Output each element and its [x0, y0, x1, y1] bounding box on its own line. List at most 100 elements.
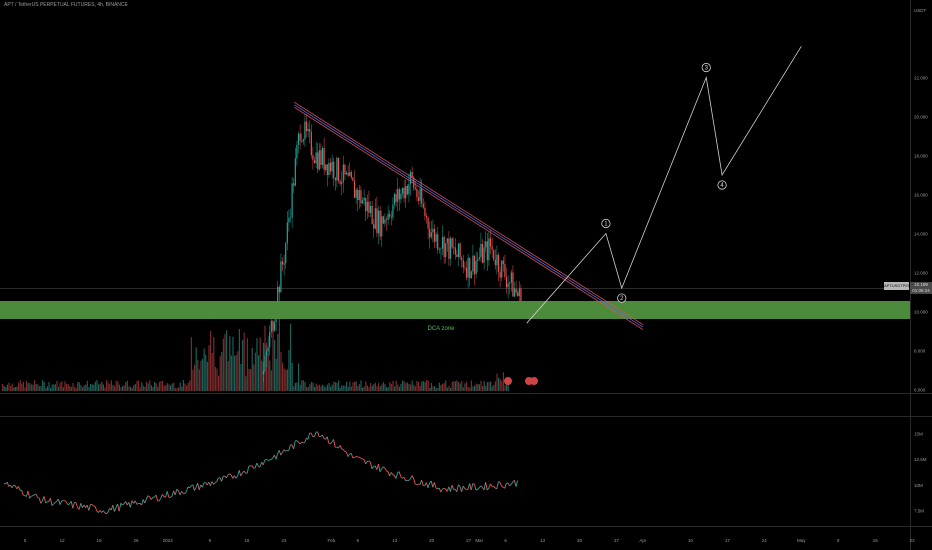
- volume-bar: [402, 380, 404, 391]
- dca-zone-box[interactable]: [0, 301, 910, 319]
- volume-bar: [219, 356, 221, 391]
- volume-bar: [243, 332, 245, 391]
- volume-bar: [245, 376, 247, 391]
- indicator-segment: [184, 491, 187, 494]
- indicator-segment: [10, 484, 13, 488]
- candle-body: [421, 188, 423, 204]
- indicator-segment: [266, 458, 269, 461]
- volume-bar: [282, 362, 284, 391]
- indicator-segment: [94, 506, 98, 512]
- volume-bar: [56, 380, 58, 391]
- indicator-segment: [440, 488, 443, 493]
- volume-bar: [365, 381, 367, 391]
- descending-trendline: [294, 101, 644, 330]
- candle-body: [353, 180, 356, 198]
- volume-bar: [250, 369, 252, 391]
- volume-bar: [459, 383, 461, 391]
- indicator-segment: [118, 503, 122, 512]
- indicator-segment: [333, 439, 336, 448]
- volume-bar: [309, 384, 311, 391]
- indicator-segment: [198, 484, 202, 491]
- indicator-segment: [496, 481, 499, 489]
- candle-body: [270, 320, 272, 332]
- candle-body: [374, 208, 376, 229]
- indicator-segment: [430, 480, 434, 488]
- volume-bar: [398, 386, 400, 391]
- time-tick-label: 26: [133, 538, 139, 543]
- volume-bar: [462, 387, 464, 391]
- indicator-segment: [176, 488, 179, 492]
- volume-bar: [96, 380, 98, 391]
- volume-bar: [200, 360, 202, 391]
- candle-body: [419, 188, 421, 201]
- volume-bar: [30, 384, 32, 391]
- indicator-segment: [414, 483, 418, 486]
- candle-body: [493, 249, 495, 260]
- indicator-segment: [387, 471, 391, 477]
- candle-body: [453, 247, 455, 249]
- time-tick-label: 20: [577, 538, 583, 543]
- indicator-segment: [371, 466, 374, 470]
- candle-body: [352, 177, 354, 181]
- volume-bar: [149, 380, 151, 391]
- time-tick-label: 12: [60, 538, 66, 543]
- time-tick-label: 23: [281, 538, 287, 543]
- indicator-segment: [91, 504, 94, 507]
- candle-body: [488, 238, 490, 261]
- volume-bar: [486, 382, 488, 391]
- candle-body: [509, 282, 511, 284]
- volume-bar: [122, 385, 124, 391]
- volume-bar: [376, 386, 378, 391]
- volume-bar: [278, 318, 280, 391]
- candle-body: [302, 139, 304, 142]
- indicator-segment: [185, 486, 189, 492]
- volume-bar: [392, 381, 394, 391]
- volume-bar: [296, 382, 298, 391]
- volume-bar: [37, 384, 39, 391]
- candle-body: [293, 183, 295, 186]
- indicator-segment: [282, 449, 285, 453]
- volume-bar: [285, 370, 287, 391]
- event-marker-3[interactable]: [530, 377, 538, 385]
- volume-bar: [120, 387, 122, 391]
- volume-bar: [406, 382, 408, 391]
- volume-bar: [320, 386, 322, 391]
- indicator-segment: [214, 481, 218, 483]
- candle-body: [454, 247, 456, 255]
- event-marker-1[interactable]: [504, 377, 512, 385]
- indicator-segment: [350, 453, 354, 459]
- volume-bar: [325, 387, 327, 391]
- indicator-segment: [326, 436, 330, 444]
- indicator-segment: [304, 437, 307, 443]
- volume-bar: [86, 380, 88, 391]
- candle-body: [456, 254, 458, 257]
- volume-bar: [232, 336, 234, 391]
- indicator-segment: [421, 479, 424, 486]
- indicator-segment: [435, 487, 438, 490]
- currency-label: USDT: [914, 8, 927, 13]
- candle-body: [491, 246, 493, 250]
- volume-bar: [480, 380, 482, 391]
- candle-body: [320, 150, 322, 166]
- volume-bar: [442, 383, 444, 391]
- indicator-segment: [413, 478, 416, 485]
- volume-bar: [499, 379, 501, 391]
- candle-body: [277, 287, 279, 312]
- indicator-segment: [117, 503, 120, 512]
- volume-bar: [310, 382, 312, 391]
- candle-body: [505, 276, 508, 288]
- volume-bar: [54, 384, 56, 391]
- indicator-segment: [296, 440, 299, 443]
- candle-body: [400, 193, 402, 200]
- indicator-segment: [470, 483, 474, 491]
- time-tick-label: 2023: [163, 538, 174, 543]
- candle-body: [381, 216, 383, 237]
- indicator-segment: [54, 500, 58, 504]
- indicator-segment: [229, 473, 232, 476]
- volume-bar: [82, 387, 84, 391]
- volume-bar: [194, 364, 196, 391]
- volume-bar: [195, 347, 197, 391]
- candle-body: [368, 201, 370, 213]
- candle-body: [425, 216, 428, 218]
